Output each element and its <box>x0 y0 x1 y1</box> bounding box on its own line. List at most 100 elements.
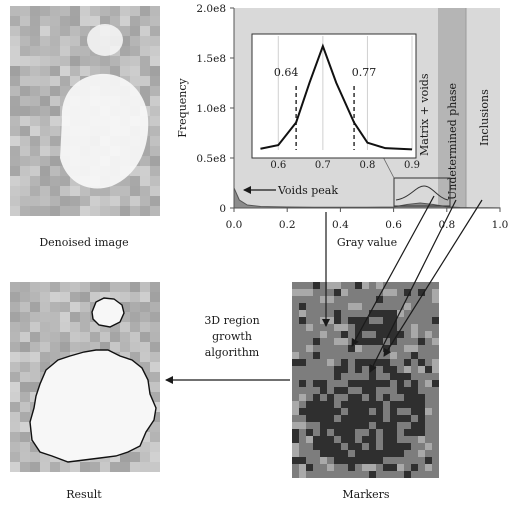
marker-pixel <box>299 289 306 296</box>
marker-pixel <box>376 450 383 457</box>
texture-cell <box>40 166 50 176</box>
marker-pixel <box>348 401 355 408</box>
marker-pixel <box>306 289 313 296</box>
texture-cell <box>10 322 20 332</box>
marker-pixel <box>418 415 425 422</box>
marker-pixel <box>369 387 376 394</box>
marker-pixel <box>411 457 418 464</box>
marker-pixel <box>425 373 432 380</box>
marker-pixel <box>432 394 439 401</box>
marker-pixel <box>299 366 306 373</box>
marker-pixel <box>320 464 327 471</box>
marker-pixel <box>306 436 313 443</box>
texture-cell <box>70 6 80 16</box>
marker-pixel <box>418 457 425 464</box>
marker-pixel <box>425 394 432 401</box>
texture-cell <box>110 342 120 352</box>
marker-pixel <box>292 331 299 338</box>
texture-cell <box>150 462 160 472</box>
marker-pixel <box>355 345 362 352</box>
marker-pixel <box>369 296 376 303</box>
texture-cell <box>60 56 70 66</box>
texture-cell <box>50 66 60 76</box>
marker-pixel <box>390 352 397 359</box>
marker-pixel <box>362 450 369 457</box>
texture-cell <box>10 282 20 292</box>
texture-cell <box>120 186 130 196</box>
marker-pixel <box>327 352 334 359</box>
texture-cell <box>120 176 130 186</box>
texture-cell <box>130 186 140 196</box>
texture-cell <box>80 16 90 26</box>
texture-cell <box>120 36 130 46</box>
texture-cell <box>150 16 160 26</box>
marker-pixel <box>313 429 320 436</box>
texture-cell <box>20 86 30 96</box>
texture-cell <box>110 186 120 196</box>
texture-cell <box>150 96 160 106</box>
texture-cell <box>140 46 150 56</box>
marker-pixel <box>369 282 376 289</box>
texture-cell <box>30 462 40 472</box>
inset-x-tick-label: 0.9 <box>404 160 420 171</box>
marker-pixel <box>341 324 348 331</box>
marker-pixel <box>432 443 439 450</box>
marker-pixel <box>397 324 404 331</box>
marker-pixel <box>292 366 299 373</box>
texture-cell <box>40 332 50 342</box>
marker-pixel <box>397 373 404 380</box>
texture-cell <box>30 16 40 26</box>
texture-cell <box>40 282 50 292</box>
marker-pixel <box>411 415 418 422</box>
texture-cell <box>10 362 20 372</box>
texture-cell <box>90 66 100 76</box>
marker-pixel <box>341 401 348 408</box>
marker-pixel <box>390 331 397 338</box>
texture-cell <box>150 382 160 392</box>
marker-pixel <box>425 443 432 450</box>
texture-cell <box>60 16 70 26</box>
texture-cell <box>140 36 150 46</box>
marker-pixel <box>320 338 327 345</box>
marker-pixel <box>341 366 348 373</box>
marker-pixel <box>306 415 313 422</box>
marker-pixel <box>425 345 432 352</box>
marker-pixel <box>376 352 383 359</box>
marker-pixel <box>390 359 397 366</box>
texture-cell <box>130 452 140 462</box>
texture-cell <box>150 76 160 86</box>
y-tick-label: 0 <box>219 203 226 215</box>
marker-pixel <box>376 331 383 338</box>
marker-pixel <box>299 408 306 415</box>
texture-cell <box>10 302 20 312</box>
marker-pixel <box>404 471 411 478</box>
marker-pixel <box>313 282 320 289</box>
marker-pixel <box>376 408 383 415</box>
texture-cell <box>50 176 60 186</box>
texture-cell <box>80 462 90 472</box>
undetermined-phase-band <box>438 8 466 208</box>
histogram-y-ticks: 0 0.5e8 1.0e8 1.5e8 2.0e8 <box>196 3 234 215</box>
texture-cell <box>30 6 40 16</box>
marker-pixel <box>404 331 411 338</box>
marker-pixel <box>418 296 425 303</box>
marker-pixel <box>327 471 334 478</box>
marker-pixel <box>383 457 390 464</box>
texture-cell <box>40 116 50 126</box>
marker-pixel <box>334 380 341 387</box>
marker-pixel <box>292 303 299 310</box>
texture-cell <box>140 146 150 156</box>
marker-pixel <box>425 352 432 359</box>
texture-cell <box>20 412 30 422</box>
texture-cell <box>60 302 70 312</box>
texture-cell <box>40 26 50 36</box>
texture-cell <box>80 302 90 312</box>
marker-pixel <box>369 373 376 380</box>
texture-cell <box>80 282 90 292</box>
marker-pixel <box>425 387 432 394</box>
marker-pixel <box>418 324 425 331</box>
marker-pixel <box>425 380 432 387</box>
marker-pixel <box>411 338 418 345</box>
histogram-y-label: Frequency <box>176 77 189 137</box>
texture-cell <box>10 116 20 126</box>
